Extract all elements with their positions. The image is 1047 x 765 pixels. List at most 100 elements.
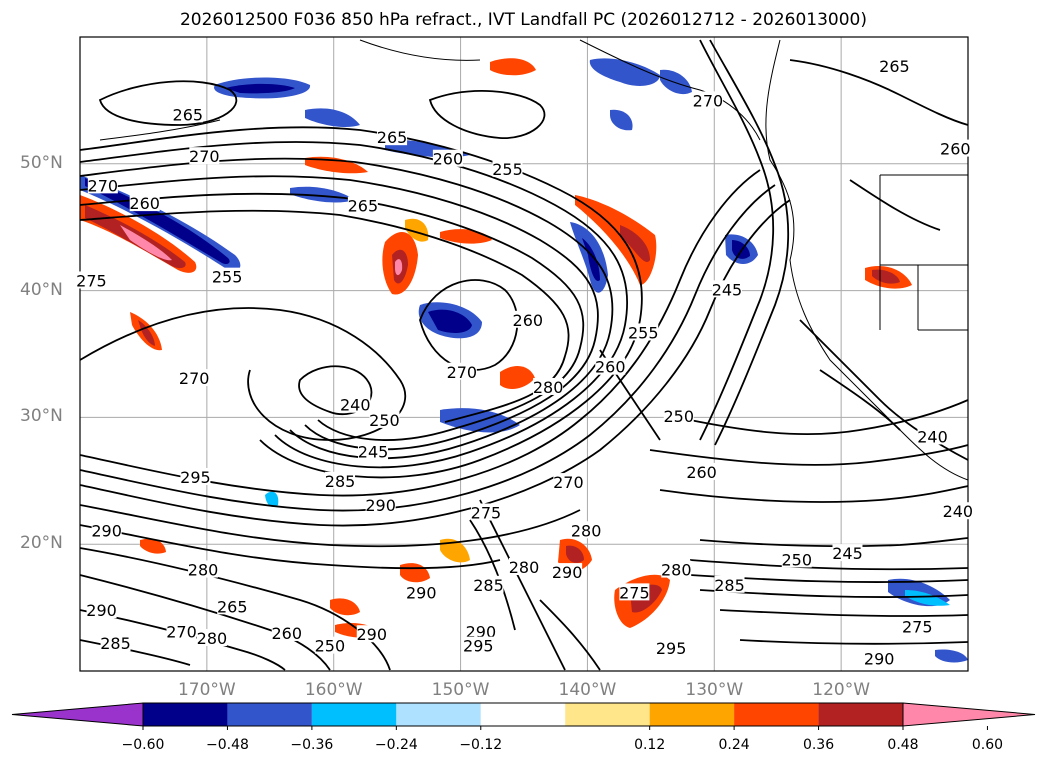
contour-label: 250 [781, 550, 812, 569]
contour-label: 260 [513, 311, 544, 330]
contour-label-background [314, 636, 345, 654]
contour-label-background [473, 575, 504, 593]
colorbar [11, 702, 1036, 730]
negative-anomaly-patch [589, 58, 660, 86]
colorbar-swatch [734, 703, 819, 726]
positive-anomaly-core [566, 545, 584, 563]
negative-anomaly-core [428, 309, 472, 333]
contour-label: 240 [340, 396, 371, 415]
positive-anomaly-patch [330, 598, 360, 616]
positive-anomaly-peak [395, 259, 403, 276]
contour-label-background [91, 521, 122, 539]
contour-label-background [212, 267, 243, 285]
colorbar-tick-label: 0.36 [802, 737, 835, 753]
contour-label-background [686, 462, 717, 480]
contour-label: 250 [315, 637, 346, 656]
contour-label-background [358, 442, 389, 460]
contour-label: 285 [100, 634, 131, 653]
contour-label-background [864, 649, 895, 667]
contour-label: 290 [356, 625, 387, 644]
contour-label-background [470, 503, 501, 521]
contour-label: 260 [433, 150, 464, 169]
colorbar-tick-label: 0.48 [887, 737, 919, 753]
positive-anomaly-patch [405, 218, 429, 242]
latitude-tick-label: 20°N [20, 533, 63, 554]
contour-label-background [553, 473, 584, 491]
negative-anomaly-patch [225, 83, 295, 94]
contour-label-background [832, 544, 863, 562]
longitude-tick-label: 160°W [304, 680, 363, 700]
contour-label-background [942, 502, 973, 520]
longitude-tick-label: 130°W [685, 680, 744, 700]
longitude-tick-label: 140°W [558, 680, 617, 700]
colorbar-tick-label: 0.12 [634, 737, 666, 753]
contour-label: 280 [197, 629, 228, 648]
negative-anomaly-patch [610, 109, 633, 131]
contour-label: 240 [917, 427, 948, 446]
colorbar-extend-min [11, 702, 144, 727]
colorbar-swatch [565, 703, 650, 726]
contour-label: 295 [180, 468, 211, 487]
contour-label-background [656, 639, 687, 657]
contour-label: 260 [686, 463, 717, 482]
coastlines [99, 39, 969, 481]
colorbar-tick-label: −0.24 [374, 737, 418, 753]
contour-label: 260 [129, 194, 160, 213]
colorbar-tick-label: −0.60 [121, 737, 165, 753]
contour-label-background [512, 310, 543, 328]
negative-anomaly-patch [935, 649, 968, 663]
contour-label: 270 [179, 369, 210, 388]
contour-label: 290 [552, 563, 583, 582]
negative-anomaly-patch [905, 590, 950, 606]
contour-label: 290 [864, 649, 895, 668]
colorbar-tick-label: 0.24 [718, 737, 750, 753]
contour-label-background [86, 601, 117, 619]
colorbar-swatch [227, 703, 312, 726]
contour-label-background [879, 57, 910, 75]
contour-label: 250 [663, 407, 694, 426]
colorbar-tick-label: −0.48 [205, 737, 249, 753]
colorbar-tick-label: −0.12 [459, 737, 503, 753]
contour-label: 285 [714, 576, 745, 595]
contour-label-background [325, 471, 356, 489]
contour-label-background [271, 623, 302, 641]
longitude-tick-label: 120°W [812, 680, 871, 700]
contour-label: 295 [463, 637, 494, 656]
contour-label-background [217, 597, 248, 615]
contour-label: 260 [595, 358, 626, 377]
contour-label-background [166, 622, 197, 640]
contour-label-background [179, 369, 210, 387]
contour-label: 250 [369, 411, 400, 430]
contour-label: 270 [447, 363, 478, 382]
contour-label-background [356, 625, 387, 643]
contour-label-background [619, 583, 650, 601]
contour-label: 265 [377, 128, 408, 147]
contour-label: 285 [473, 576, 504, 595]
contour-label-background [129, 194, 160, 212]
colorbar-tick-label: 0.60 [971, 737, 1004, 753]
longitude-tick-label: 150°W [431, 680, 490, 700]
contour-label: 280 [571, 521, 602, 540]
contour-label-background [552, 563, 583, 581]
contour-label-background [180, 467, 211, 485]
colorbar-swatch [311, 703, 397, 726]
contour-label-background [661, 560, 692, 578]
contour-label-background [87, 176, 118, 194]
contour-label-background [189, 147, 220, 165]
contour-label: 265 [879, 57, 910, 76]
contour-label-background [76, 271, 107, 289]
contour-label-background [940, 139, 971, 157]
contour-label: 260 [272, 624, 303, 643]
contour-label-background [509, 558, 539, 576]
contour-label-background [595, 357, 626, 375]
contour-label-background [340, 395, 371, 413]
contour-label-background [377, 128, 408, 146]
longitude-tick-label: 170°W [177, 680, 236, 700]
contour-label: 290 [86, 601, 117, 620]
latitude-tick-label: 40°N [20, 279, 63, 300]
contour-label-background [463, 636, 494, 654]
contour-label: 280 [188, 561, 219, 580]
contour-label-background [571, 521, 602, 539]
colorbar-swatch [649, 703, 735, 726]
